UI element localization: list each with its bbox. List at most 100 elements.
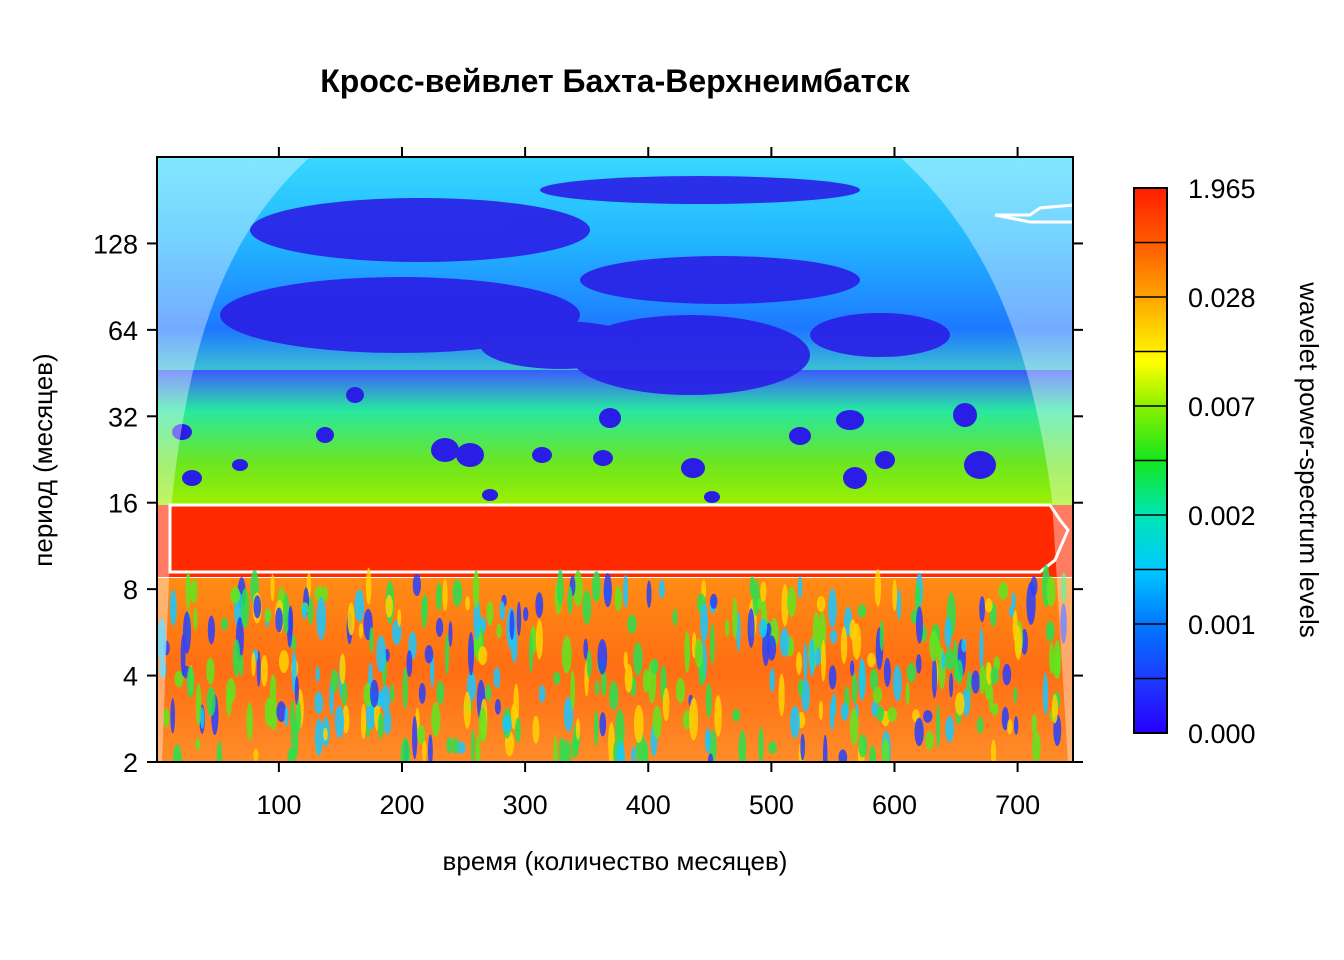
texture-blob bbox=[694, 638, 703, 668]
texture-blob bbox=[816, 595, 826, 613]
texture-blob bbox=[1026, 581, 1036, 626]
y-tick-label: 32 bbox=[108, 402, 138, 432]
texture-blob bbox=[949, 672, 954, 698]
texture-blob bbox=[976, 716, 984, 734]
texture-blob bbox=[858, 658, 866, 701]
texture-blob bbox=[185, 572, 191, 609]
texture-blob bbox=[174, 670, 184, 688]
texture-blob bbox=[984, 598, 993, 613]
texture-blob bbox=[246, 702, 253, 741]
x-tick-label: 200 bbox=[379, 790, 424, 820]
texture-blob bbox=[436, 680, 445, 705]
texture-blob bbox=[1013, 716, 1019, 735]
texture-blob bbox=[646, 580, 652, 608]
colorbar-label: wavelet power-spectrum levels bbox=[1294, 281, 1324, 637]
texture-blob bbox=[575, 718, 581, 740]
texture-blob bbox=[931, 656, 938, 699]
texture-blob bbox=[435, 618, 444, 637]
texture-blob bbox=[169, 589, 177, 626]
texture-blob bbox=[796, 651, 802, 675]
texture-blob bbox=[955, 659, 963, 685]
colorbar-tick-label: 0.000 bbox=[1188, 719, 1256, 749]
texture-blob bbox=[840, 702, 849, 721]
colorbar-ticks: 0.000 0.001 0.002 0.007 0.028 1.965 bbox=[1134, 174, 1256, 749]
texture-blob bbox=[892, 578, 897, 612]
texture-blob bbox=[838, 749, 848, 762]
texture-blob bbox=[724, 619, 730, 637]
texture-blob bbox=[1012, 610, 1018, 642]
texture-blob bbox=[738, 730, 747, 762]
texture-blob bbox=[828, 665, 837, 690]
texture-blob bbox=[556, 568, 564, 607]
colorbar-tick-label: 1.965 bbox=[1188, 174, 1256, 204]
texture-blob bbox=[163, 707, 170, 728]
texture-blob bbox=[887, 706, 898, 722]
texture-blob bbox=[732, 597, 738, 639]
texture-blob bbox=[270, 574, 275, 602]
texture-blob bbox=[532, 715, 540, 744]
texture-blob bbox=[470, 729, 476, 762]
texture-blob bbox=[314, 718, 323, 756]
texture-blob bbox=[342, 705, 350, 734]
small-blobs bbox=[172, 387, 996, 503]
texture-blob bbox=[998, 582, 1009, 600]
texture-blob bbox=[232, 639, 241, 678]
texture-blob bbox=[322, 727, 328, 741]
texture-blob bbox=[944, 617, 952, 649]
texture-blob bbox=[986, 662, 992, 685]
x-tick-label: 300 bbox=[503, 790, 548, 820]
texture-blob bbox=[601, 670, 607, 697]
y-axis-label: период (месяцев) bbox=[28, 353, 58, 566]
texture-blob bbox=[881, 738, 890, 762]
texture-blob bbox=[614, 586, 623, 612]
texture-blob bbox=[1013, 687, 1018, 704]
texture-blob bbox=[708, 753, 714, 762]
texture-blob bbox=[1042, 672, 1049, 716]
texture-blob bbox=[494, 699, 501, 715]
texture-blob bbox=[358, 623, 364, 639]
texture-blob bbox=[369, 679, 379, 708]
texture-blob bbox=[803, 642, 808, 681]
texture-blob bbox=[431, 701, 441, 737]
texture-blob bbox=[354, 589, 365, 623]
texture-blob bbox=[704, 727, 711, 754]
texture-blob bbox=[251, 651, 256, 677]
texture-blob bbox=[582, 589, 592, 625]
texture-blob bbox=[485, 684, 492, 702]
texture-blob bbox=[290, 700, 295, 733]
texture-blob bbox=[561, 635, 572, 674]
texture-blob bbox=[339, 653, 346, 685]
y-tick-label: 16 bbox=[108, 489, 138, 519]
texture-blob bbox=[767, 635, 777, 661]
texture-blob bbox=[523, 606, 529, 622]
texture-blob bbox=[186, 666, 195, 698]
texture-blob bbox=[929, 630, 939, 662]
texture-blob bbox=[936, 704, 941, 748]
texture-blob bbox=[193, 607, 198, 630]
texture-blob bbox=[709, 593, 718, 609]
texture-blob bbox=[402, 667, 408, 710]
texture-blob bbox=[239, 654, 244, 677]
texture-blob bbox=[216, 740, 223, 762]
texture-blob bbox=[614, 708, 625, 752]
texture-blob bbox=[385, 594, 393, 618]
texture-blob bbox=[295, 700, 302, 733]
texture-blob bbox=[597, 639, 608, 675]
texture-blob bbox=[766, 622, 772, 638]
texture-blob bbox=[475, 734, 481, 762]
texture-blob bbox=[451, 737, 459, 754]
texture-blob bbox=[190, 579, 198, 604]
texture-blob bbox=[658, 579, 665, 599]
texture-blob bbox=[642, 669, 650, 693]
texture-blob bbox=[424, 645, 434, 664]
cone-of-influence bbox=[157, 157, 1073, 762]
texture-blob bbox=[642, 741, 649, 762]
texture-blob bbox=[538, 685, 546, 703]
texture-blob bbox=[442, 579, 448, 612]
chart-title: Кросс-вейвлет Бахта-Верхнеимбатск bbox=[320, 63, 910, 99]
texture-blob bbox=[256, 650, 261, 687]
texture-blob bbox=[936, 641, 942, 661]
texture-blob bbox=[446, 736, 453, 754]
texture-blob bbox=[421, 596, 428, 629]
